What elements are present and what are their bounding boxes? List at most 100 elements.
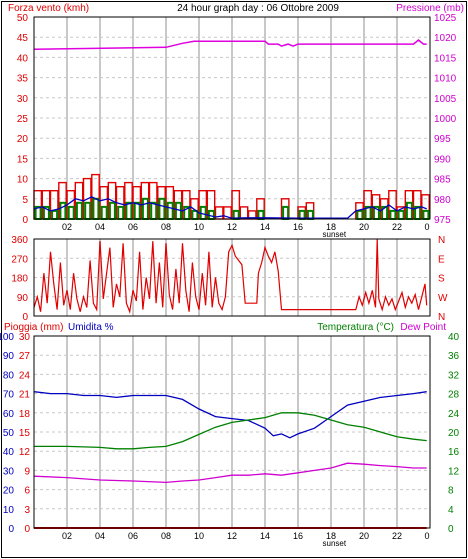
p1-rtick-1005: 1005 xyxy=(434,94,457,105)
p1-xtick-16: 16 xyxy=(293,222,303,232)
p1-rtick-980: 980 xyxy=(434,195,451,206)
p1-ltick-35: 35 xyxy=(17,74,29,85)
p3-rtick-8: 8 xyxy=(448,486,454,497)
p1-ltick-25: 25 xyxy=(17,114,29,125)
p3-hum-ltick-30: 30 xyxy=(3,466,15,477)
humidity-label: Umidita % xyxy=(68,322,114,333)
p1-bar-green-5 xyxy=(75,201,83,221)
p1-ltick-20: 20 xyxy=(17,134,29,145)
p1-ltick-45: 45 xyxy=(17,33,29,44)
p1-ltick-10: 10 xyxy=(17,175,29,186)
p3-rtick-32: 32 xyxy=(448,370,460,381)
p1-frame xyxy=(33,16,431,220)
p3-xtick-22: 22 xyxy=(392,531,402,541)
p3-xtick-02: 02 xyxy=(62,531,72,541)
rain-label: Pioggia (mm) xyxy=(4,322,63,333)
p1-rtick-1000: 1000 xyxy=(434,114,457,125)
p3-sunset-label: sunset xyxy=(323,539,347,548)
p1-rtick-990: 990 xyxy=(434,154,451,165)
p1-rtick-1025: 1025 xyxy=(434,13,457,24)
p3-series-0 xyxy=(33,391,427,439)
p1-ltick-0: 0 xyxy=(22,215,28,226)
p1-bar-green-8 xyxy=(100,205,108,220)
p1-rtick-985: 985 xyxy=(434,175,451,186)
p1-xtick-02: 02 xyxy=(62,222,72,232)
p2-rtick-0: N xyxy=(438,235,445,246)
p1-bar-green-16 xyxy=(166,201,174,221)
p3-frame xyxy=(33,335,431,529)
p1-rtick-975: 975 xyxy=(434,215,451,226)
p1-ltick-5: 5 xyxy=(22,195,28,206)
p3-rain-ltick-24: 24 xyxy=(19,370,31,381)
p1-ltick-30: 30 xyxy=(17,94,29,105)
p1-xtick-20: 20 xyxy=(359,222,369,232)
p1-xtick-0: 0 xyxy=(424,222,429,232)
p1-bar-green-14 xyxy=(150,201,158,221)
header-right: Pressione (mb) xyxy=(396,3,464,14)
p1-rtick-1020: 1020 xyxy=(434,33,457,44)
p3-hum-ltick-20: 20 xyxy=(3,486,15,497)
p2-rtick-4: N xyxy=(438,312,445,323)
p3-hum-ltick-80: 80 xyxy=(3,370,15,381)
p2-ltick-360: 360 xyxy=(11,235,28,246)
p1-rtick-1010: 1010 xyxy=(434,74,457,85)
p3-xtick-16: 16 xyxy=(293,531,303,541)
p1-bar-green-15 xyxy=(158,197,166,221)
header-center: 24 hour graph day : 06 Ottobre 2009 xyxy=(177,3,339,14)
p1-bar-green-6 xyxy=(84,201,92,221)
p1-bar-green-4 xyxy=(67,205,75,220)
p1-series-0 xyxy=(33,39,427,51)
p1-bar-green-9 xyxy=(108,201,116,221)
p1-ltick-50: 50 xyxy=(17,13,29,24)
p2-rtick-1: E xyxy=(438,254,445,265)
p3-hum-ltick-70: 70 xyxy=(3,390,15,401)
p1-xtick-10: 10 xyxy=(194,222,204,232)
p1-bar-green-11 xyxy=(125,201,133,221)
p3-rain-ltick-18: 18 xyxy=(19,409,31,420)
p3-xtick-04: 04 xyxy=(95,531,105,541)
p2-ltick-270: 270 xyxy=(11,254,28,265)
p3-rtick-24: 24 xyxy=(448,409,460,420)
p1-bar-green-39 xyxy=(356,209,364,220)
p1-bar-green-43 xyxy=(389,209,397,220)
p1-bar-green-44 xyxy=(397,209,405,220)
p3-rain-ltick-0: 0 xyxy=(24,524,30,535)
p1-xtick-06: 06 xyxy=(128,222,138,232)
p3-rain-ltick-9: 9 xyxy=(24,466,30,477)
p3-rain-ltick-15: 15 xyxy=(19,428,31,439)
p1-bar-green-13 xyxy=(141,197,149,221)
p3-xtick-20: 20 xyxy=(359,531,369,541)
p1-xtick-14: 14 xyxy=(260,222,270,232)
p3-hum-ltick-40: 40 xyxy=(3,447,15,458)
p1-bar-red-25 xyxy=(239,206,249,220)
p3-rain-ltick-3: 3 xyxy=(24,505,30,516)
p1-ltick-15: 15 xyxy=(17,154,29,165)
temperature-label: Temperatura (°C) xyxy=(317,322,394,333)
p3-rtick-16: 16 xyxy=(448,447,460,458)
p1-bar-green-12 xyxy=(133,201,141,221)
p3-xtick-06: 06 xyxy=(128,531,138,541)
p2-frame xyxy=(33,238,431,317)
p3-rtick-36: 36 xyxy=(448,351,460,362)
p1-sunset-label: sunset xyxy=(323,230,347,239)
p3-xtick-08: 08 xyxy=(161,531,171,541)
p3-hum-ltick-0: 0 xyxy=(8,524,14,535)
p1-ltick-40: 40 xyxy=(17,53,29,64)
p3-hum-ltick-100: 100 xyxy=(0,332,14,343)
dewpoint-label: Dew Point xyxy=(400,322,446,333)
p3-rtick-28: 28 xyxy=(448,390,460,401)
p3-rtick-20: 20 xyxy=(448,428,460,439)
p3-xtick-14: 14 xyxy=(260,531,270,541)
p1-xtick-12: 12 xyxy=(227,222,237,232)
p2-rtick-3: W xyxy=(438,293,448,304)
p1-xtick-04: 04 xyxy=(95,222,105,232)
p2-rtick-2: S xyxy=(438,274,445,285)
p3-rtick-0: 0 xyxy=(448,524,454,535)
p1-rtick-995: 995 xyxy=(434,134,451,145)
p3-xtick-0: 0 xyxy=(424,531,429,541)
p1-bar-green-2 xyxy=(51,209,59,220)
p3-rain-ltick-30: 30 xyxy=(19,332,31,343)
p1-bar-green-3 xyxy=(59,201,67,221)
